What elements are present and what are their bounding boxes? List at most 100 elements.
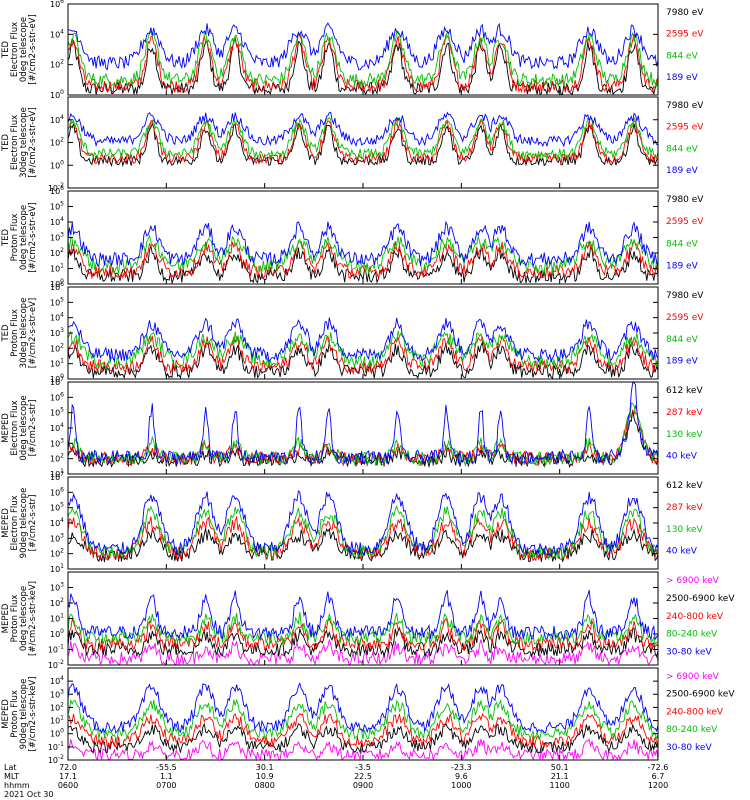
y-tick-label: 106 bbox=[50, 486, 64, 497]
legend-entry: 30-80 keV bbox=[666, 743, 712, 753]
x-tick-label: 72.0 bbox=[59, 763, 77, 772]
x-tick-label: 10.9 bbox=[256, 772, 274, 781]
y-tick-label: 104 bbox=[50, 422, 64, 433]
y-axis-label: MEPEDElectron Flux0deg telescope[#/cm2-s… bbox=[1, 395, 38, 460]
legend-entry: 30-80 keV bbox=[666, 648, 712, 658]
panel-1: 100 102 104 106 TEDElectron Flux0deg telesco… bbox=[1, 0, 704, 100]
x-tick-label: -23.3 bbox=[451, 763, 472, 772]
y-tick-label: 10-2 bbox=[48, 659, 64, 670]
panel-7: 10-2 10-1 100 101 102 103 MEPEDProton Flux0deg… bbox=[1, 571, 735, 670]
y-tick-label: 107 bbox=[50, 471, 64, 482]
x-tick-label: 21.1 bbox=[551, 772, 569, 781]
series-line-80-240-kev bbox=[67, 698, 659, 740]
series-line-130-kev bbox=[67, 402, 659, 468]
series-line-2595-ev bbox=[67, 334, 659, 376]
y-tick-label: 102 bbox=[50, 342, 64, 353]
legend-entry: 844 eV bbox=[666, 51, 699, 61]
series-line-240-800-kev bbox=[67, 617, 659, 652]
y-tick-label: 101 bbox=[50, 263, 64, 274]
series-line-844-ev bbox=[67, 29, 659, 88]
legend-entry: 287 keV bbox=[666, 503, 703, 513]
legend-entry: 612 keV bbox=[666, 386, 703, 396]
y-tick-label: 103 bbox=[50, 688, 64, 699]
y-tick-label: 101 bbox=[50, 468, 64, 479]
panel-2: 10-2 100 102 104 TEDElectron Flux30deg teles… bbox=[1, 96, 704, 193]
x-tick-label: 1200 bbox=[648, 781, 668, 790]
y-tick-label: 101 bbox=[50, 613, 64, 624]
y-tick-label: 105 bbox=[50, 296, 64, 307]
legend-entry: 189 eV bbox=[666, 73, 699, 83]
y-tick-label: 103 bbox=[50, 532, 64, 543]
y-axis-label: MEPEDProton Flux0deg telescope[#/cm2-s-s… bbox=[1, 581, 38, 656]
panel-8: 10-2 10-1 100 101 102 103 104 MEPEDProton Flux9… bbox=[1, 667, 735, 765]
y-tick-label: 10-2 bbox=[48, 182, 64, 193]
panel-5: 101 102 103 104 105 106 107 MEPEDElectron Flux0… bbox=[1, 376, 703, 479]
legend-entry: 130 keV bbox=[666, 525, 703, 535]
y-tick-label: 104 bbox=[50, 675, 64, 686]
y-tick-label: 100 bbox=[50, 89, 64, 100]
legend-entry: 7980 eV bbox=[666, 291, 704, 301]
series-line-2500-6900-kev bbox=[67, 722, 659, 754]
series-line-130-kev bbox=[67, 504, 659, 561]
legend-entry: 40 keV bbox=[666, 452, 698, 462]
y-axis-label: TEDProton Flux0deg telescope[#/cm2-s-str… bbox=[1, 202, 38, 272]
legend-entry: 189 eV bbox=[666, 357, 699, 367]
y-tick-label: 103 bbox=[50, 437, 64, 448]
x-row-label: Lat bbox=[4, 763, 17, 772]
y-tick-label: 102 bbox=[50, 137, 64, 148]
series-line-2500-6900-kev bbox=[67, 627, 659, 658]
x-tick-label: 0800 bbox=[254, 781, 274, 790]
y-axis-label: TEDElectron Flux0deg telescope[#/cm2-s-s… bbox=[1, 14, 38, 84]
x-tick-label: 1.1 bbox=[160, 772, 173, 781]
y-tick-label: 106 bbox=[50, 0, 64, 9]
y-tick-label: 10-1 bbox=[48, 644, 64, 655]
y-axis-label: TEDProton Flux30deg telescope[#/cm2-s-st… bbox=[1, 298, 38, 369]
y-tick-label: 102 bbox=[50, 59, 64, 70]
plot-frame bbox=[67, 3, 659, 96]
y-tick-label: 104 bbox=[50, 216, 64, 227]
series-line-30-80-kev bbox=[67, 589, 659, 642]
series-line-189-ev bbox=[67, 220, 659, 268]
series-line-40-kev bbox=[67, 382, 659, 466]
y-axis-label: TEDElectron Flux30deg telescope[#/cm2-s-… bbox=[1, 107, 38, 178]
legend-entry: 240-800 keV bbox=[666, 612, 724, 622]
y-tick-label: 100 bbox=[50, 278, 64, 289]
series-line-40-kev bbox=[67, 490, 659, 557]
series-line-80-240-kev bbox=[67, 611, 659, 646]
x-tick-label: 0600 bbox=[58, 781, 78, 790]
x-tick-label: 30.1 bbox=[256, 763, 274, 772]
x-tick-label: 0700 bbox=[156, 781, 176, 790]
legend-entry: 7980 eV bbox=[666, 195, 704, 205]
x-tick-label: 1000 bbox=[451, 781, 471, 790]
legend-entry: 612 keV bbox=[666, 481, 703, 491]
y-tick-label: 105 bbox=[50, 201, 64, 212]
y-tick-label: 10-2 bbox=[48, 754, 64, 765]
y-tick-label: 107 bbox=[50, 376, 64, 387]
y-tick-label: 102 bbox=[50, 597, 64, 608]
x-tick-label: 1100 bbox=[549, 781, 569, 790]
y-tick-label: 106 bbox=[50, 281, 64, 292]
y-tick-label: 104 bbox=[50, 517, 64, 528]
series-line-189-ev bbox=[67, 317, 659, 363]
legend-entry: 40 keV bbox=[666, 547, 698, 557]
y-tick-label: 10-1 bbox=[48, 741, 64, 752]
series-line-844-ev bbox=[67, 330, 659, 370]
legend-entry: 80-240 keV bbox=[666, 725, 718, 735]
legend-entry: 2595 eV bbox=[666, 30, 704, 40]
y-tick-label: 104 bbox=[50, 28, 64, 39]
x-tick-label: 9.6 bbox=[455, 772, 468, 781]
y-tick-label: 105 bbox=[50, 502, 64, 513]
legend-entry: > 6900 keV bbox=[666, 576, 720, 586]
panel-4: 100 101 102 103 104 105 106 TEDProton Flux30deg… bbox=[1, 281, 704, 384]
x-tick-label: 6.7 bbox=[652, 772, 665, 781]
legend-entry: 2595 eV bbox=[666, 123, 704, 133]
y-tick-label: 102 bbox=[50, 701, 64, 712]
y-tick-label: 101 bbox=[50, 358, 64, 369]
legend-entry: 844 eV bbox=[666, 239, 699, 249]
y-tick-label: 101 bbox=[50, 715, 64, 726]
y-tick-label: 106 bbox=[50, 185, 64, 196]
legend-entry: 2500-6900 keV bbox=[666, 690, 735, 700]
y-tick-label: 100 bbox=[50, 373, 64, 384]
